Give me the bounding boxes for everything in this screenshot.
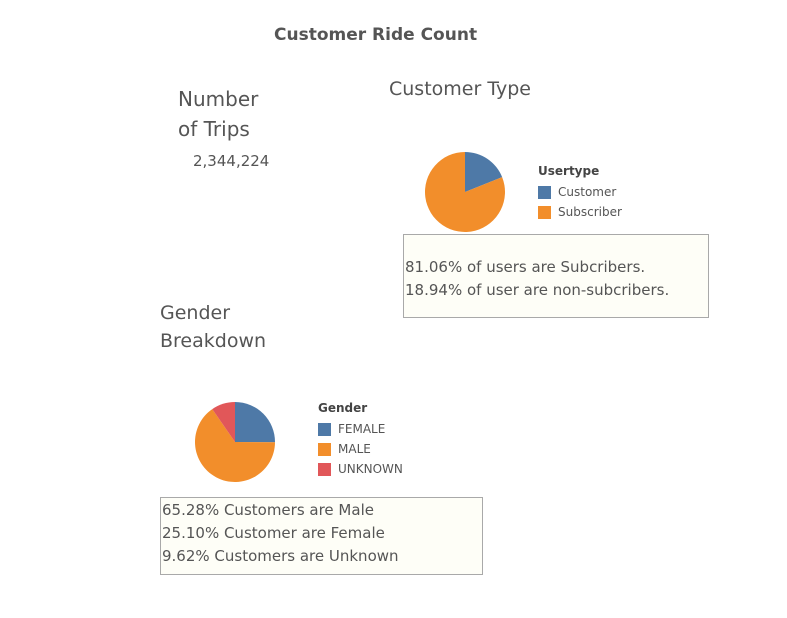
legend-label-female: FEMALE bbox=[338, 422, 386, 436]
pie-slice-subscriber[interactable] bbox=[425, 152, 505, 232]
legend-swatch-female bbox=[318, 422, 331, 436]
legend-label-subscriber: Subscriber bbox=[558, 205, 622, 219]
dashboard-title: Customer Ride Count bbox=[274, 25, 478, 45]
legend-swatch-male bbox=[318, 442, 331, 456]
legend-item-customer[interactable]: Customer bbox=[538, 182, 622, 202]
customer-type-legend-title: Usertype bbox=[538, 164, 600, 178]
legend-item-male[interactable]: MALE bbox=[318, 439, 403, 459]
gender-title: Gender Breakdown bbox=[160, 299, 266, 355]
pie-slice-male[interactable] bbox=[195, 409, 275, 482]
legend-label-customer: Customer bbox=[558, 185, 617, 199]
gender-pie-chart[interactable] bbox=[195, 402, 275, 482]
customer-type-pie-chart[interactable] bbox=[425, 152, 505, 232]
customer-type-title: Customer Type bbox=[389, 78, 531, 100]
pie-slice-unknown[interactable] bbox=[212, 402, 235, 442]
legend-label-male: MALE bbox=[338, 442, 371, 456]
legend-label-unknown: UNKNOWN bbox=[338, 462, 403, 476]
gender-note: 65.28% Customers are Male 25.10% Custome… bbox=[160, 497, 483, 575]
gender-note-line: 65.28% Customers are Male bbox=[162, 501, 374, 519]
customer-type-note-line: 18.94% of user are non-subcribers. bbox=[405, 281, 670, 299]
gender-title-line-1: Gender bbox=[160, 302, 231, 324]
customer-type-legend: Usertype Customer Subscriber bbox=[538, 164, 622, 222]
gender-note-line: 9.62% Customers are Unknown bbox=[162, 547, 399, 565]
pie-slice-female[interactable] bbox=[235, 402, 275, 443]
legend-swatch-subscriber bbox=[538, 205, 551, 219]
legend-item-female[interactable]: FEMALE bbox=[318, 419, 403, 439]
pie-slice-customer[interactable] bbox=[465, 152, 503, 192]
gender-legend-title: Gender bbox=[318, 401, 368, 415]
gender-legend: Gender FEMALE MALE UNKNOWN bbox=[318, 401, 403, 479]
trips-title: Number of Trips bbox=[178, 84, 258, 144]
trips-title-line-2: of Trips bbox=[178, 117, 250, 141]
customer-type-note: 81.06% of users are Subcribers. 18.94% o… bbox=[403, 234, 709, 318]
legend-item-unknown[interactable]: UNKNOWN bbox=[318, 459, 403, 479]
legend-swatch-customer bbox=[538, 185, 551, 199]
gender-note-line: 25.10% Customer are Female bbox=[162, 524, 385, 542]
trips-value: 2,344,224 bbox=[193, 152, 270, 170]
customer-type-note-line: 81.06% of users are Subcribers. bbox=[405, 258, 646, 276]
trips-title-line-1: Number bbox=[178, 87, 259, 111]
legend-swatch-unknown bbox=[318, 462, 331, 476]
legend-item-subscriber[interactable]: Subscriber bbox=[538, 202, 622, 222]
gender-title-line-2: Breakdown bbox=[160, 330, 267, 352]
